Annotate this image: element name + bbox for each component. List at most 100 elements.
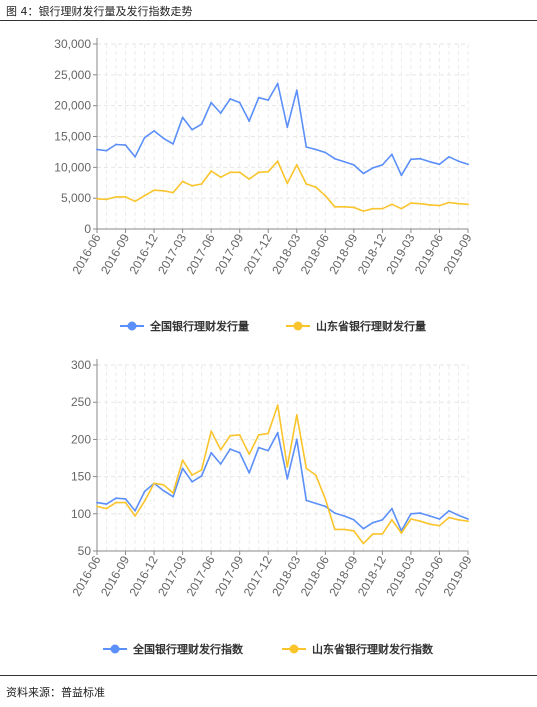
data-point-1 [162, 189, 165, 192]
data-point-0 [362, 527, 365, 530]
data-point-1 [115, 196, 117, 198]
y-tick-label: 10,000 [54, 160, 91, 174]
data-point-1 [390, 518, 393, 521]
data-point-0 [124, 498, 127, 500]
legend-label-1: 山东省银行理财发行量 [316, 319, 426, 333]
y-tick-label: 300 [71, 358, 91, 372]
data-point-0 [381, 163, 384, 166]
data-point-0 [257, 446, 260, 449]
data-point-1 [134, 515, 136, 517]
data-point-0 [390, 507, 393, 510]
data-point-1 [276, 404, 279, 407]
data-point-0 [305, 499, 308, 502]
data-point-0 [343, 515, 346, 517]
data-point-0 [381, 518, 384, 521]
data-point-1 [229, 171, 232, 174]
data-point-0 [333, 512, 336, 514]
data-point-1 [162, 483, 165, 486]
data-point-1 [229, 434, 232, 437]
data-point-0 [352, 163, 355, 166]
data-point-1 [333, 205, 336, 208]
y-tick-label: 25,000 [54, 68, 91, 82]
data-point-1 [143, 500, 146, 503]
data-point-0 [295, 89, 298, 92]
data-point-1 [238, 434, 241, 436]
data-point-0 [162, 489, 165, 492]
data-point-0 [286, 477, 289, 480]
data-point-1 [324, 498, 327, 500]
data-point-1 [448, 201, 450, 204]
data-point-1 [115, 501, 117, 504]
y-tick-label: 30,000 [54, 37, 91, 51]
y-tick-label: 150 [71, 470, 91, 484]
data-point-0 [295, 438, 298, 441]
y-tick-label: 5,000 [61, 191, 91, 205]
data-point-0 [286, 126, 289, 129]
data-point-0 [124, 144, 127, 147]
data-point-1 [210, 430, 213, 433]
data-point-1 [191, 184, 194, 187]
data-point-1 [362, 210, 365, 213]
data-point-1 [343, 528, 346, 531]
data-point-0 [248, 471, 251, 474]
data-point-0 [314, 148, 317, 151]
y-tick-label: 250 [71, 395, 91, 409]
data-point-0 [105, 503, 108, 506]
data-point-0 [410, 158, 412, 161]
y-tick-label: 20,000 [54, 99, 91, 113]
data-point-1 [267, 170, 270, 173]
data-point-1 [314, 186, 317, 188]
data-point-0 [219, 112, 222, 114]
data-point-0 [371, 521, 374, 524]
data-point-0 [276, 431, 279, 434]
data-point-1 [276, 160, 279, 163]
data-point-1 [124, 501, 127, 504]
y-tick-label: 100 [71, 507, 91, 521]
data-point-0 [96, 148, 98, 151]
data-point-0 [429, 515, 431, 517]
data-point-0 [143, 490, 146, 493]
data-point-0 [105, 149, 108, 152]
data-point-1 [457, 202, 460, 205]
data-point-1 [400, 532, 403, 535]
data-point-1 [248, 453, 251, 456]
top-rule [0, 20, 537, 21]
data-point-0 [267, 99, 270, 102]
series-line-0 [96, 82, 469, 177]
data-point-1 [143, 194, 146, 197]
legend-label-0: 全国银行理财发行量 [149, 319, 249, 333]
legend-label-0: 全国银行理财发行指数 [132, 642, 244, 656]
data-point-0 [333, 157, 336, 160]
data-point-0 [219, 463, 222, 465]
data-point-1 [333, 528, 336, 531]
data-point-0 [390, 153, 393, 156]
data-point-0 [448, 509, 450, 512]
data-point-0 [115, 497, 117, 500]
data-point-0 [267, 449, 270, 452]
data-point-1 [257, 434, 260, 436]
legend-marker-0 [127, 321, 137, 331]
legend-marker-1 [293, 321, 303, 331]
series-line-1 [96, 404, 469, 545]
data-point-0 [467, 163, 469, 166]
data-point-1 [343, 205, 346, 208]
data-point-0 [419, 512, 422, 514]
data-point-1 [352, 206, 355, 209]
data-point-1 [96, 505, 98, 508]
data-point-1 [286, 466, 289, 468]
data-point-0 [438, 163, 441, 166]
data-point-0 [314, 502, 317, 505]
data-point-1 [105, 198, 108, 201]
data-point-1 [200, 469, 203, 471]
data-point-1 [238, 171, 241, 174]
data-point-1 [352, 530, 355, 532]
data-point-1 [438, 524, 441, 527]
data-point-1 [210, 170, 213, 172]
data-point-0 [210, 451, 213, 454]
data-point-0 [200, 123, 203, 126]
series-line-1 [96, 160, 469, 212]
data-point-0 [181, 116, 184, 119]
figure-title: 图 4：银行理财发行量及发行指数走势 [6, 5, 193, 18]
data-point-1 [305, 467, 308, 470]
data-point-0 [457, 160, 460, 163]
